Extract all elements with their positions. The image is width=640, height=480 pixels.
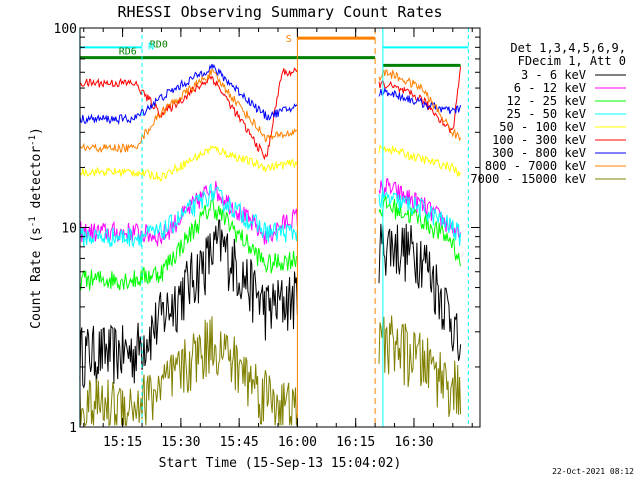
series-line-800-7000-kev-segment-2: [378, 69, 462, 142]
legend-label: 6 - 12 keV: [514, 81, 586, 95]
x-tick-label: 16:15: [336, 435, 375, 450]
series-line-100-300-kev-segment-1: [79, 67, 298, 161]
chart-title: RHESSI Observing Summary Count Rates: [117, 3, 442, 21]
series-line-300-800-kev-segment-2: [378, 86, 462, 115]
rd6-label: RD6: [119, 47, 137, 58]
x-tick-label: 15:45: [220, 435, 259, 450]
y-axis-label: Count Rate (s-1 detector-1): [28, 127, 44, 329]
night-label: N: [148, 41, 154, 52]
legend-label: 12 - 25 keV: [507, 94, 586, 108]
x-tick-label: 15:15: [103, 435, 142, 450]
y-axis-label-end: ): [29, 127, 44, 135]
legend-header-attenuator: FDecim 1, Att 0: [518, 54, 626, 68]
legend-label: 50 - 100 keV: [499, 120, 586, 134]
series-line-3-6-kev-segment-2: [378, 223, 462, 361]
legend: Det 1,3,4,5,6,9, FDecim 1, Att 0 3 - 6 k…: [470, 41, 626, 186]
series-line-25-50-kev-segment-1: [79, 182, 298, 248]
x-tick-label: 16:00: [278, 435, 317, 450]
legend-label: 25 - 50 keV: [507, 107, 586, 121]
series-line-800-7000-kev-segment-1: [79, 69, 298, 154]
series-line-50-100-kev-segment-1: [79, 145, 298, 182]
data-layer: [79, 63, 462, 427]
series-line-300-800-kev-segment-1: [79, 63, 298, 126]
legend-label: 7000 - 15000 keV: [470, 172, 586, 186]
legend-label: 800 - 7000 keV: [485, 159, 586, 173]
y-axis-label-exponent-2: -1: [28, 135, 38, 146]
y-axis-label-exponent-1: -1: [28, 216, 38, 227]
s-label: S: [286, 34, 292, 45]
series-line-50-100-kev-segment-2: [378, 144, 462, 177]
series-line-12-25-kev-segment-1: [79, 198, 298, 291]
y-axis-label-main: Count Rate (s: [29, 227, 44, 329]
x-tick-label: 15:30: [161, 435, 200, 450]
series-line-25-50-kev-segment-2: [378, 189, 462, 246]
legend-label: 3 - 6 keV: [521, 68, 586, 82]
series-line-100-300-kev-segment-2: [378, 66, 462, 134]
x-axis-label: Start Time (15-Sep-13 15:04:02): [159, 456, 402, 471]
legend-header-detectors: Det 1,3,4,5,6,9,: [510, 41, 626, 55]
y-tick-label: 1: [69, 421, 77, 436]
y-axis-label-middle: detector: [29, 146, 44, 217]
axis-layer: 1 10 100 15:15 15:30 15:45 16:00 16:15 16:30: [54, 22, 480, 450]
x-tick-label: 16:30: [394, 435, 433, 450]
series-line-3-6-kev-segment-1: [79, 219, 298, 389]
series-line-7000-15000-kev-segment-2: [378, 315, 462, 417]
rd0-label: RD0: [150, 40, 168, 51]
legend-label: 300 - 800 keV: [492, 146, 586, 160]
y-tick-label: 10: [61, 222, 77, 237]
legend-label: 100 - 300 keV: [492, 133, 586, 147]
series-line-7000-15000-kev-segment-1: [79, 316, 298, 427]
y-tick-label: 100: [54, 22, 77, 37]
generation-timestamp: 22-Oct-2021 08:12: [552, 467, 634, 476]
